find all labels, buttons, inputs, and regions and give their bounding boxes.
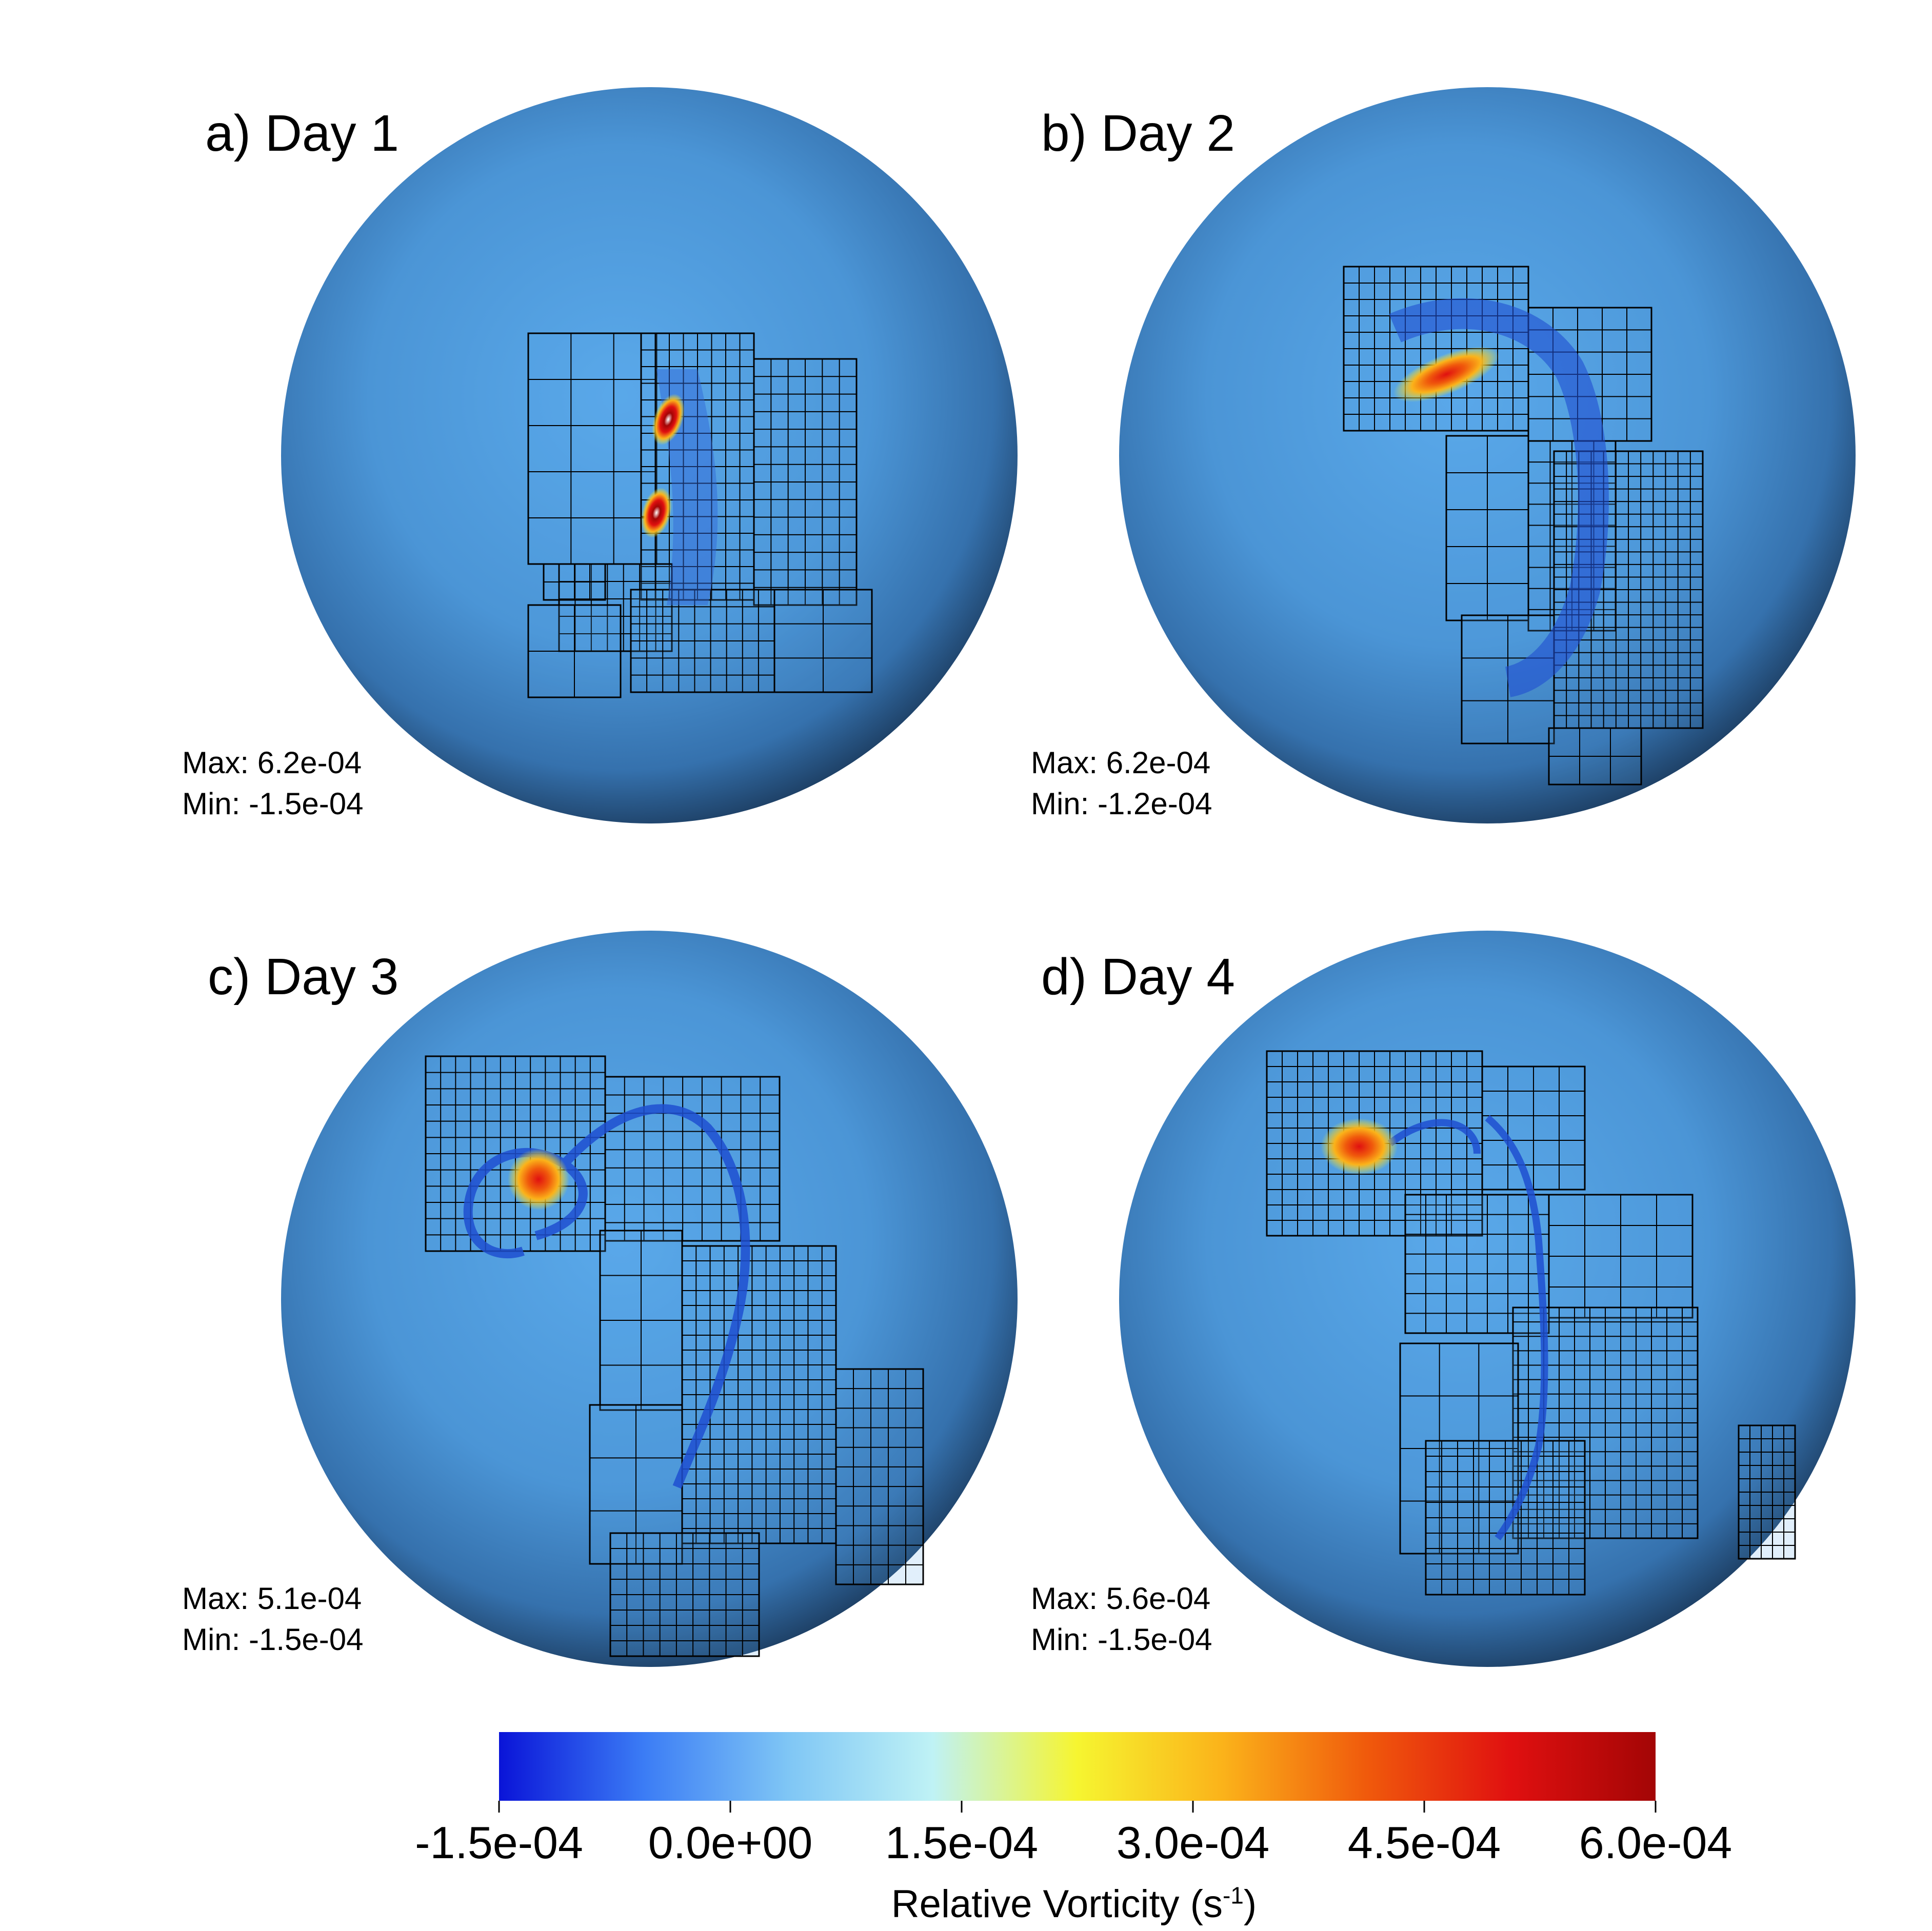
- amr-block: [753, 358, 858, 606]
- amr-block: [1343, 266, 1529, 432]
- amr-block: [1404, 1194, 1550, 1334]
- colorbar-tick-marks: [498, 1801, 1657, 1813]
- amr-block: [599, 1230, 683, 1411]
- vortex-a-lower: [641, 488, 672, 538]
- colorbar-title: Relative Vorticity (s-1): [891, 1882, 1257, 1926]
- min-label-b: Min: -1.2e-04: [1031, 787, 1212, 821]
- colorbar-tick-label: 1.5e-04: [885, 1817, 1039, 1868]
- panel-title-c: c) Day 3: [208, 948, 399, 1005]
- panel-title-a: a) Day 1: [205, 105, 399, 162]
- panel-b: [1119, 87, 1856, 823]
- amr-block: [609, 1532, 760, 1657]
- vorticity-spiral-c: [463, 1104, 750, 1489]
- colorbar-tick-label: 4.5e-04: [1347, 1817, 1501, 1868]
- colorbar-title-suffix: ): [1243, 1882, 1257, 1926]
- colorbar: [498, 1732, 1657, 1813]
- amr-block: [527, 332, 658, 565]
- vortex-b: [1393, 346, 1499, 403]
- sphere-c: [281, 931, 1018, 1667]
- max-label-a: Max: 6.2e-04: [182, 746, 362, 780]
- amr-block: [527, 604, 622, 698]
- amr-block: [681, 1245, 837, 1544]
- colorbar-title-exponent: -1: [1222, 1882, 1244, 1909]
- amr-block: [1548, 1194, 1694, 1319]
- amr-grid-a: [527, 332, 873, 698]
- amr-block: [1445, 435, 1529, 621]
- panel-title-d: d) Day 4: [1041, 948, 1235, 1005]
- vorticity-arc-b: [1389, 298, 1609, 697]
- amr-block: [604, 1076, 781, 1242]
- amr-block: [589, 1404, 683, 1565]
- amr-block: [543, 563, 606, 601]
- panel-d: [1119, 931, 1856, 1667]
- vortex-d: [1321, 1118, 1398, 1175]
- colorbar-tick-label: -1.5e-04: [415, 1817, 583, 1868]
- colorbar-tick-label: 6.0e-04: [1579, 1817, 1732, 1868]
- vortex-a-upper: [652, 394, 685, 445]
- min-label-c: Min: -1.5e-04: [182, 1622, 364, 1657]
- colorbar-tick-label: 0.0e+00: [648, 1817, 813, 1868]
- max-label-c: Max: 5.1e-04: [182, 1581, 362, 1616]
- vortex-c: [508, 1149, 569, 1210]
- panel-c: [281, 931, 1018, 1667]
- colorbar-title-prefix: Relative Vorticity (s: [891, 1882, 1223, 1926]
- sphere-a: [281, 87, 1018, 823]
- panel-a: [281, 87, 1018, 823]
- amr-block: [1399, 1342, 1519, 1555]
- amr-block: [1738, 1424, 1796, 1560]
- amr-block: [1425, 1440, 1586, 1596]
- panel-title-b: b) Day 2: [1041, 105, 1235, 162]
- max-label-d: Max: 5.6e-04: [1031, 1581, 1211, 1616]
- colorbar-tick-label: 3.0e-04: [1116, 1817, 1270, 1868]
- max-label-b: Max: 6.2e-04: [1031, 746, 1211, 780]
- amr-block: [835, 1368, 924, 1585]
- amr-block: [1548, 727, 1642, 786]
- vorticity-filament-d: [1387, 1115, 1548, 1541]
- min-label-d: Min: -1.5e-04: [1031, 1622, 1212, 1657]
- amr-block: [640, 332, 755, 601]
- min-label-a: Min: -1.5e-04: [182, 787, 364, 821]
- colorbar-gradient: [499, 1732, 1656, 1801]
- amr-block: [558, 563, 673, 652]
- amr-block: [773, 589, 873, 693]
